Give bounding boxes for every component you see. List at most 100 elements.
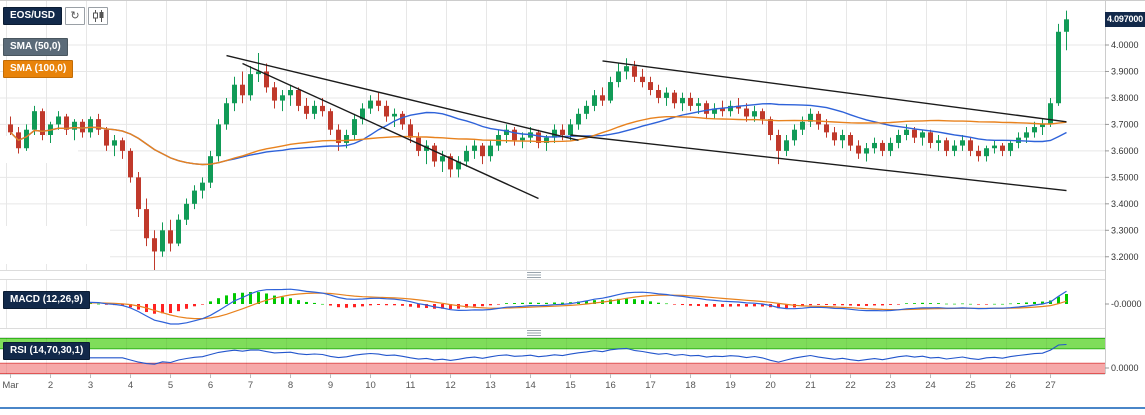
candle[interactable] — [368, 100, 373, 109]
candle[interactable] — [64, 116, 69, 130]
candle[interactable] — [840, 135, 845, 141]
trendline[interactable] — [602, 60, 1067, 123]
candle[interactable] — [664, 92, 669, 98]
candle[interactable] — [920, 132, 925, 138]
candle[interactable] — [1064, 19, 1069, 32]
candle[interactable] — [776, 135, 781, 151]
candle[interactable] — [736, 105, 741, 109]
candle[interactable] — [240, 84, 245, 96]
candle[interactable] — [616, 71, 621, 83]
candle[interactable] — [768, 119, 773, 135]
candle[interactable] — [968, 140, 973, 151]
candle[interactable] — [848, 135, 853, 146]
candle[interactable] — [392, 113, 397, 117]
candle[interactable] — [752, 111, 757, 117]
candle[interactable] — [352, 119, 357, 135]
candle[interactable] — [1056, 31, 1061, 104]
candle[interactable] — [608, 82, 613, 101]
candle[interactable] — [1032, 127, 1037, 133]
chart-type-button[interactable] — [88, 7, 109, 25]
price-axis[interactable]: 4.0000 3.9000 3.8000 3.7000 3.6000 3.5000 3.40… — [0, 0, 1145, 375]
candle[interactable] — [192, 190, 197, 204]
candle[interactable] — [472, 145, 477, 151]
candle[interactable] — [800, 121, 805, 130]
candle[interactable] — [960, 140, 965, 146]
candle[interactable] — [224, 103, 229, 125]
candle[interactable] — [624, 66, 629, 72]
candle[interactable] — [232, 84, 237, 104]
candle[interactable] — [856, 145, 861, 154]
trendlines[interactable] — [226, 54, 1067, 200]
candle[interactable] — [864, 148, 869, 154]
candle[interactable] — [440, 156, 445, 162]
candle[interactable] — [296, 90, 301, 106]
candlesticks[interactable] — [8, 10, 1069, 270]
candle[interactable] — [376, 100, 381, 106]
candle[interactable] — [456, 161, 461, 170]
candle[interactable] — [384, 105, 389, 117]
refresh-button[interactable]: ↻ — [65, 7, 86, 25]
candle[interactable] — [808, 113, 813, 122]
candle[interactable] — [712, 108, 717, 114]
time-axis[interactable]: Mar 2 3 4 5 6 7 8 9 10 11 12 13 14 15 16 17 18 19 20 21 22 23 2… — [2, 374, 1056, 391]
candle[interactable] — [208, 156, 213, 183]
candle[interactable] — [560, 129, 565, 135]
candle[interactable] — [176, 219, 181, 244]
candle[interactable] — [656, 90, 661, 98]
candle[interactable] — [760, 111, 765, 120]
panel-separators[interactable] — [0, 270, 1145, 338]
trendline[interactable] — [226, 54, 579, 141]
candle[interactable] — [488, 145, 493, 157]
candle[interactable] — [424, 145, 429, 151]
candle[interactable] — [448, 156, 453, 170]
candle[interactable] — [568, 124, 573, 135]
candle[interactable] — [888, 142, 893, 151]
candle[interactable] — [720, 108, 725, 112]
candle[interactable] — [256, 71, 261, 75]
candle[interactable] — [880, 142, 885, 151]
candle[interactable] — [432, 145, 437, 162]
candle[interactable] — [288, 90, 293, 96]
sma100-indicator-label[interactable]: SMA (100,0) — [3, 60, 74, 78]
trendline[interactable] — [242, 62, 539, 200]
bottom-scrollbar[interactable] — [0, 407, 1145, 409]
candle[interactable] — [984, 148, 989, 157]
candle[interactable] — [24, 129, 29, 149]
candle[interactable] — [640, 76, 645, 83]
candle[interactable] — [992, 145, 997, 149]
candle[interactable] — [592, 95, 597, 106]
candle[interactable] — [792, 129, 797, 141]
candle[interactable] — [728, 105, 733, 112]
candle[interactable] — [816, 113, 821, 125]
candle[interactable] — [584, 105, 589, 114]
candle[interactable] — [520, 137, 525, 141]
candle[interactable] — [96, 119, 101, 130]
sma50-indicator-label[interactable]: SMA (50,0) — [3, 38, 68, 56]
candle[interactable] — [976, 150, 981, 157]
candle[interactable] — [128, 150, 133, 178]
candle[interactable] — [104, 129, 109, 146]
candle[interactable] — [464, 150, 469, 162]
trendline[interactable] — [570, 134, 1067, 192]
candle[interactable] — [1008, 142, 1013, 151]
candle[interactable] — [40, 111, 45, 135]
candle[interactable] — [328, 111, 333, 130]
candle[interactable] — [280, 95, 285, 101]
candle[interactable] — [1040, 124, 1045, 128]
candle[interactable] — [160, 230, 165, 252]
candle[interactable] — [576, 113, 581, 125]
candle[interactable] — [360, 108, 365, 120]
candle[interactable] — [680, 97, 685, 104]
candle[interactable] — [336, 129, 341, 143]
candle[interactable] — [200, 182, 205, 191]
candle[interactable] — [744, 108, 749, 117]
candle[interactable] — [704, 103, 709, 114]
candle[interactable] — [88, 119, 93, 133]
candle[interactable] — [600, 95, 605, 101]
candle[interactable] — [304, 105, 309, 114]
candle[interactable] — [112, 140, 117, 146]
candle[interactable] — [904, 129, 909, 135]
macd-indicator-label[interactable]: MACD (12,26,9) — [3, 291, 90, 309]
candle[interactable] — [32, 111, 37, 130]
